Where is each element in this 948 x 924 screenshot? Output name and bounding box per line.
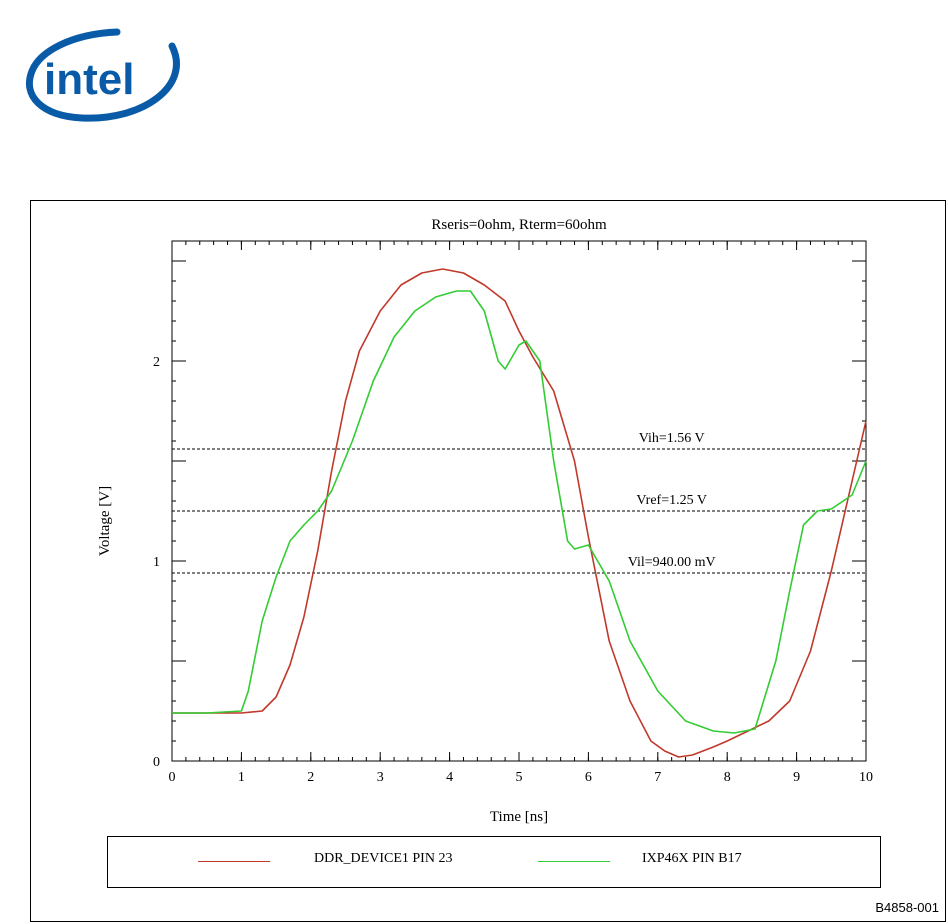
legend-label-ixp: IXP46X PIN B17 [642, 851, 742, 866]
legend: DDR_DEVICE1 PIN 23 IXP46X PIN B17 [107, 836, 881, 888]
figure-id: B4858-001 [875, 900, 939, 915]
plot-area [171, 240, 867, 762]
x-tick-label: 7 [654, 770, 661, 785]
reference-line-label: Vil=940.00 mV [628, 555, 716, 570]
x-tick-label: 3 [377, 770, 384, 785]
chart-title: Rseris=0ohm, Rterm=60ohm [431, 217, 607, 233]
x-tick-label: 4 [446, 770, 453, 785]
series-line-ixp [172, 290, 867, 734]
x-tick-label: 1 [238, 770, 245, 785]
y-tick-label: 0 [153, 755, 160, 770]
x-tick-label: 5 [516, 770, 523, 785]
reference-line-label: Vref=1.25 V [636, 493, 707, 508]
x-tick-label: 6 [585, 770, 592, 785]
x-axis-label: Time [ns] [490, 809, 548, 825]
x-tick-label: 8 [724, 770, 731, 785]
series-line-ddr [172, 268, 867, 758]
x-tick-label: 10 [859, 770, 873, 785]
y-tick-label: 2 [153, 355, 160, 370]
reference-line-label: Vih=1.56 V [639, 431, 705, 446]
intel-logo-swoosh [26, 28, 180, 122]
figure-frame: 0 1 2 3 4 5 6 7 8 9 10 0 1 2 Vih=1.56 V Vref=1.25 V Vil=… [30, 200, 946, 922]
legend-swatch-ixp [538, 861, 610, 862]
x-tick-label: 2 [307, 770, 314, 785]
voltage-chart: 0 1 2 3 4 5 6 7 8 9 10 0 1 2 Vih=1.56 V Vref=1.25 V Vil=… [97, 217, 873, 825]
x-tick-label: 0 [169, 770, 176, 785]
legend-swatch-ddr [198, 861, 270, 862]
y-tick-label: 1 [153, 555, 160, 570]
legend-label-ddr: DDR_DEVICE1 PIN 23 [314, 851, 453, 866]
x-tick-label: 9 [793, 770, 800, 785]
intel-logo-text: intel [44, 55, 134, 104]
intel-logo: intel [26, 28, 180, 122]
y-axis-label: Voltage [V] [97, 486, 113, 556]
